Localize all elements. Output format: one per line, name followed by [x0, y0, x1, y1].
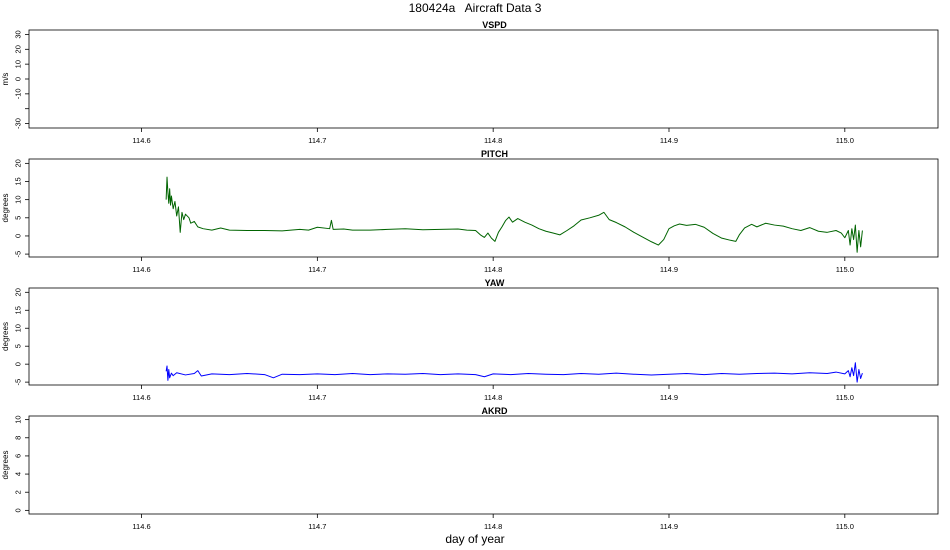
x-tick-label: 115.0	[836, 522, 854, 531]
y-tick-label: -5	[14, 379, 23, 386]
x-tick-label: 114.7	[308, 265, 326, 274]
y-tick-label: 0	[14, 77, 23, 81]
y-axis-label: m/s	[1, 73, 10, 86]
y-tick-label: 2	[14, 490, 23, 494]
x-tick-label: 114.9	[660, 265, 678, 274]
x-tick-label: 114.8	[484, 522, 502, 531]
y-tick-label: 15	[14, 306, 23, 314]
y-tick-label: 0	[14, 362, 23, 366]
y-tick-label: 5	[14, 216, 23, 220]
y-axis-label: degrees	[1, 194, 10, 223]
panel-title: PITCH	[481, 149, 508, 159]
plot-frame	[28, 158, 939, 258]
x-tick-label: 114.6	[132, 393, 150, 402]
y-axis-label: degrees	[1, 451, 10, 480]
plot-frame	[28, 29, 939, 129]
panel-pitch: PITCH degrees -5 0 5 10 15 20 114.6 114.7 114.8 114…	[1, 149, 939, 274]
y-axis-label: degrees	[1, 322, 10, 351]
x-tick-label: 114.7	[308, 136, 326, 145]
y-tick-label: 6	[14, 454, 23, 458]
y-tick-label: 8	[14, 436, 23, 440]
y-tick-label: -30	[14, 118, 23, 129]
plot-frame	[28, 415, 939, 515]
x-tick-label: 114.8	[484, 136, 502, 145]
y-tick-label: 4	[14, 472, 23, 476]
series-line-pitch	[165, 176, 863, 253]
x-tick-label: 114.9	[660, 136, 678, 145]
y-tick-label: 15	[14, 177, 23, 185]
panel-yaw: YAW degrees -5 0 5 10 15 20 114.6 114.7 114.8 114.9…	[1, 278, 939, 402]
x-tick-label: 114.6	[132, 136, 150, 145]
y-tick-label: 10	[14, 195, 23, 203]
panel-title: VSPD	[482, 20, 507, 30]
x-tick-label: 114.9	[660, 393, 678, 402]
x-tick-label: 114.7	[308, 522, 326, 531]
y-tick-label: 20	[14, 45, 23, 53]
plot-frame	[28, 287, 939, 386]
x-tick-label: 115.0	[836, 136, 854, 145]
y-tick-label: 0	[14, 234, 23, 238]
panel-akrd: AKRD degrees 0 2 4 6 8 10 114.6 114.7 114.8 114.9 11…	[1, 406, 939, 531]
y-tick-label: 10	[14, 60, 23, 68]
y-tick-label: 20	[14, 159, 23, 167]
y-tick-label: 10	[14, 324, 23, 332]
y-tick-label: 5	[14, 344, 23, 348]
x-tick-label: 114.7	[308, 393, 326, 402]
x-tick-label: 114.9	[660, 522, 678, 531]
panel-title: AKRD	[482, 406, 508, 416]
x-tick-label: 114.8	[484, 393, 502, 402]
x-tick-label: 114.8	[484, 265, 502, 274]
x-tick-label: 114.6	[132, 265, 150, 274]
y-tick-label: 20	[14, 288, 23, 296]
y-tick-label: -5	[13, 251, 22, 258]
figure-title: 180424a Aircraft Data 3	[408, 1, 542, 15]
y-tick-label: 0	[14, 508, 23, 512]
panel-title: YAW	[485, 278, 505, 288]
x-tick-label: 114.6	[132, 522, 150, 531]
x-axis-label: day of year	[445, 532, 505, 546]
y-tick-label: -10	[14, 88, 23, 99]
series-line-yaw	[165, 362, 863, 383]
y-tick-label: 10	[14, 415, 23, 423]
panel-vspd: VSPD m/s -30 -10 0 10 20 30 114.6 114.7 114.8 114.9…	[1, 20, 939, 145]
x-tick-label: 115.0	[836, 393, 854, 402]
x-tick-label: 115.0	[836, 265, 854, 274]
y-tick-label: 30	[14, 30, 23, 38]
